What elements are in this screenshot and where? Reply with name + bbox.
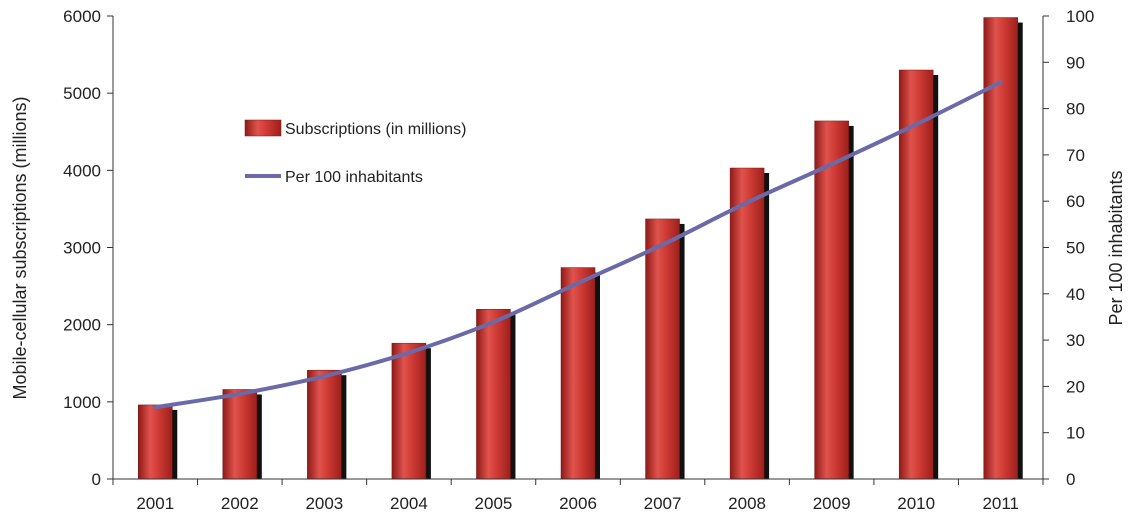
x-tick-label: 2001 xyxy=(136,494,174,513)
bar xyxy=(560,267,596,480)
y2-tick-label: 100 xyxy=(1066,7,1094,26)
y2-tick-label: 90 xyxy=(1066,53,1085,72)
y-tick-label: 4000 xyxy=(63,161,101,180)
y2-tick-label: 50 xyxy=(1066,239,1085,258)
y-tick-label: 0 xyxy=(92,470,101,489)
y2-axis-title: Per 100 inhabitants xyxy=(1106,170,1126,325)
y-tick-label: 2000 xyxy=(63,316,101,335)
y2-tick-label: 20 xyxy=(1066,377,1085,396)
y2-tick-label: 80 xyxy=(1066,100,1085,119)
legend-bar-swatch xyxy=(244,119,282,137)
bar xyxy=(729,167,765,480)
x-tick-label: 2011 xyxy=(982,494,1019,513)
bar xyxy=(983,17,1018,480)
bar xyxy=(222,389,258,480)
bar xyxy=(138,404,173,480)
x-tick-label: 2010 xyxy=(897,494,935,513)
legend-label: Per 100 inhabitants xyxy=(285,169,423,186)
y2-tick-label: 10 xyxy=(1066,424,1085,443)
bar xyxy=(814,120,849,480)
bar xyxy=(645,218,680,480)
bar xyxy=(391,342,427,480)
y-tick-label: 5000 xyxy=(63,84,101,103)
x-tick-label: 2007 xyxy=(644,494,682,513)
per-100-line xyxy=(153,80,1003,410)
y2-tick-label: 0 xyxy=(1066,470,1075,489)
x-tick-label: 2003 xyxy=(305,494,343,513)
bar xyxy=(476,308,511,480)
bar xyxy=(898,69,934,480)
bar xyxy=(307,369,342,480)
y2-tick-label: 60 xyxy=(1066,192,1085,211)
x-tick-label: 2006 xyxy=(559,494,597,513)
x-tick-label: 2002 xyxy=(221,494,259,513)
y-tick-label: 6000 xyxy=(63,7,101,26)
x-tick-label: 2009 xyxy=(813,494,851,513)
y2-tick-label: 70 xyxy=(1066,146,1085,165)
y-tick-label: 3000 xyxy=(63,239,101,258)
y-tick-label: 1000 xyxy=(63,393,101,412)
y2-tick-label: 40 xyxy=(1066,285,1085,304)
x-tick-label: 2005 xyxy=(475,494,513,513)
legend-label: Subscriptions (in millions) xyxy=(285,121,466,138)
x-tick-label: 2004 xyxy=(390,494,428,513)
x-tick-label: 2008 xyxy=(728,494,766,513)
y2-tick-label: 30 xyxy=(1066,331,1085,350)
y-axis-title: Mobile-cellular subscriptions (millions) xyxy=(10,96,30,399)
